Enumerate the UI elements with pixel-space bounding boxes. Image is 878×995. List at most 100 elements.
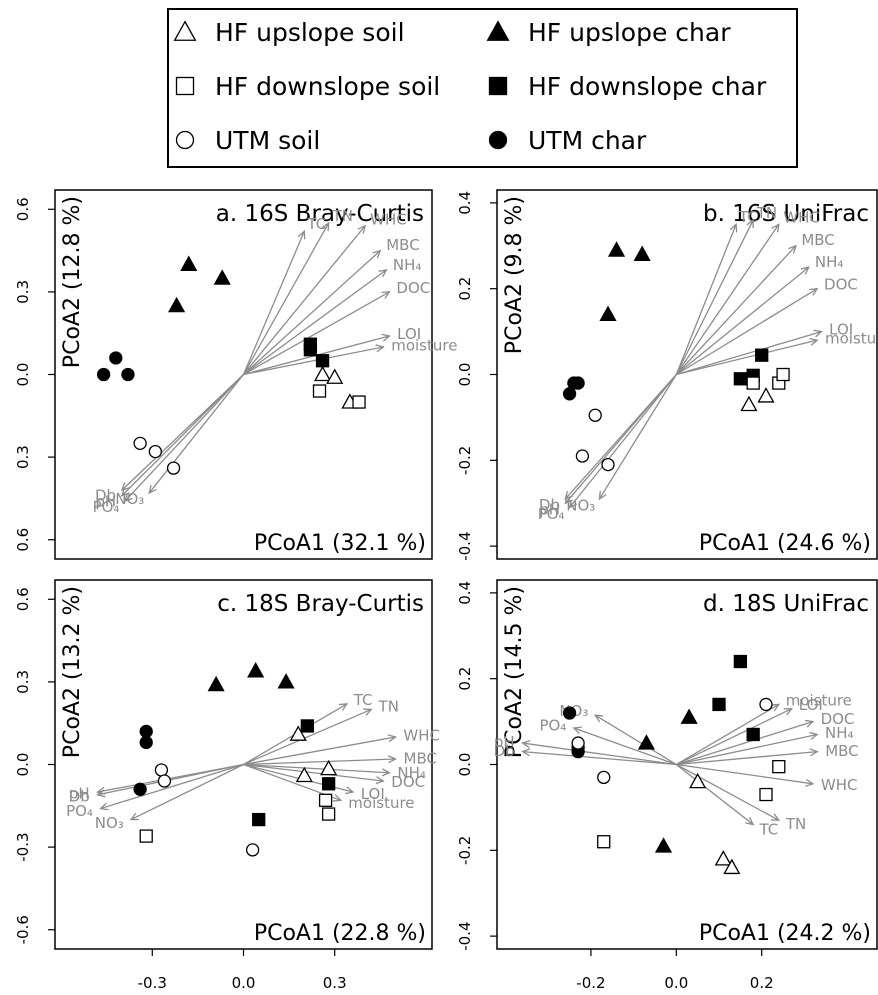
vector-line [564,374,677,504]
vector-ph: pH [494,733,677,766]
point-utm-char [139,735,153,750]
vector-arrowhead [598,490,607,501]
vector-label: NO₃ [566,497,595,515]
vector-label: DOC [396,279,430,297]
vector-arrowhead [297,229,306,240]
point-hf-upslope-soil [723,858,741,875]
legend-marker-hf-upslope-char [486,20,510,41]
vector-po: PO₄ [539,716,677,766]
vector-nh: NH₄ [243,763,426,782]
vector-loi: LOI [676,696,823,766]
x-tick-label: -0.2 [576,974,605,992]
point-hf-downslope-char [712,697,726,712]
vector-label: moisture [825,329,878,347]
vector-arrowhead [129,812,140,821]
vector-arrowhead [729,222,738,233]
vector-arrowhead [332,794,343,802]
vector-label: TN [378,697,399,715]
x-tick-label: 0.3 [323,974,347,992]
vector-arrowhead [375,344,385,353]
vector-label: MBC [386,236,419,254]
point-utm-soil [571,736,585,750]
vector-arrowhead [321,221,330,232]
vector-label: TC [738,208,758,226]
vector-label: pH [69,785,90,803]
vector-label: TC [306,215,326,233]
vector-label: NO₃ [115,490,144,508]
y-tick-label: 0.2 [456,667,474,691]
point-hf-downslope-char [303,343,318,357]
point-utm-soil [588,408,602,422]
point-utm-char [562,387,577,401]
vector-label: TC [353,691,373,709]
point-utm-soil [154,763,169,777]
vector-line [124,374,244,502]
vector-arrowhead [99,802,109,811]
vector-line [675,224,737,375]
vector-label: WHC [370,211,407,229]
vector-line [243,250,381,375]
vector-arrowhead [809,748,819,757]
point-hf-upslope-char [277,673,295,689]
point-hf-upslope-char [607,241,626,257]
vector-line [675,245,797,375]
x-axis-label: PCoA1 (22.8 %) [254,921,426,946]
point-hf-upslope-soil [740,395,758,412]
x-axis-label: PCoA1 (32.1 %) [254,531,426,556]
vector-arrowhead [387,734,397,743]
vector-line [676,339,818,376]
point-hf-downslope-soil [312,384,327,398]
vector-arrowhead [783,708,793,716]
vector-line [676,750,818,766]
vector-label: PO₄ [93,498,120,516]
vector-arrowhead [381,333,391,342]
x-axis-label: PCoA1 (24.6 %) [699,531,871,556]
y-tick-label: 0.3 [14,280,32,304]
panel-c-18s-bray-curtis: -0.6 -0.3 0.0 0.3 0.6 -0.3 0.0 0.3 c. 18S Bray-C… [14,579,440,992]
vector-ph: pH [95,374,244,510]
vector-line [243,346,384,376]
point-hf-downslope-char [755,348,769,362]
y-tick-label: 0.0 [14,363,32,387]
vector-label: NH₄ [397,764,426,782]
point-hf-downslope-char [746,727,760,742]
vector-line [121,374,244,497]
vector-arrowhead [120,482,130,492]
vector-arrowhead [363,708,373,716]
vector-label: LOI [397,325,421,343]
vector-label: WHC [783,209,820,227]
point-hf-downslope-char [252,812,266,827]
vector-po: PO₄ [93,374,244,516]
x-axis-label: PCoA1 (24.2 %) [699,921,871,946]
point-hf-downslope-soil [318,793,333,807]
point-utm-soil [133,436,147,450]
vector-arrowhead [805,778,815,787]
panel-title: c. 18S Bray-Curtis [217,591,424,617]
vector-doc: DOC [676,710,854,766]
vector-label: WHC [821,776,858,794]
vector-line [676,763,780,821]
y-tick-label: -0.4 [456,531,474,560]
vector-tn: TN [242,207,353,375]
vector-arrowhead [375,776,385,785]
vector-line [676,733,818,766]
plot-frame [496,579,878,950]
point-hf-downslope-char [315,354,330,368]
vector-line [676,763,814,785]
vector-arrowhead [338,703,349,711]
vector-label: WHC [403,727,440,745]
y-axis-label: PCoA2 (13.2 %) [60,586,85,758]
point-utm-soil [148,444,162,459]
vector-tc: TC [675,763,778,838]
vector-arrowhead [813,329,823,338]
panel-a-16s-bray-curtis: 0.6 0.3 0.0 0.3 0.6 a. 16S Bray-Curtis PCoA1 (… [14,189,457,560]
vector-line [243,269,387,376]
legend-label-hf-downslope-char: HF downslope char [528,72,767,101]
vector-line [100,763,244,810]
vector-line [243,736,396,766]
point-utm-char [96,367,111,382]
vector-label: PO₄ [538,505,565,523]
point-hf-downslope-soil [772,759,786,774]
legend-label-hf-upslope-char: HF upslope char [528,18,731,47]
vector-arrowhead [745,817,755,826]
